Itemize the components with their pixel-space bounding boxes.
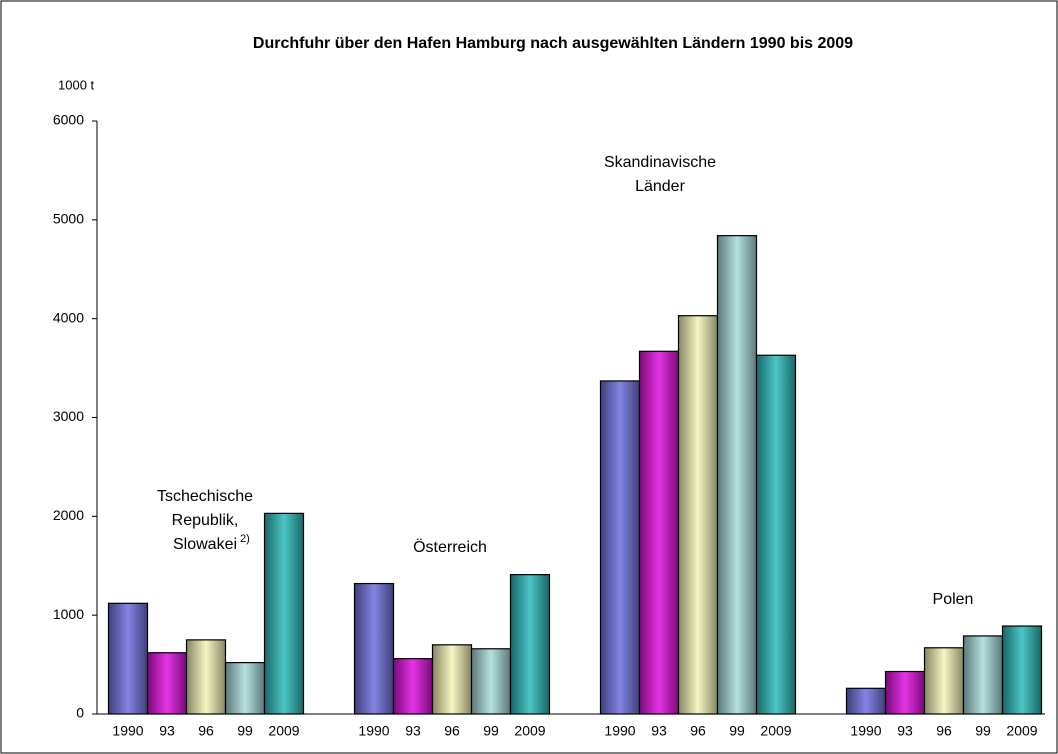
y-tick-label: 6000 <box>53 112 84 128</box>
group-label: Länder <box>635 178 685 195</box>
x-tick-label: 1990 <box>112 723 143 739</box>
bar <box>431 644 473 715</box>
bar <box>755 354 797 715</box>
bar <box>1001 625 1043 715</box>
bar <box>716 235 758 715</box>
bar <box>845 687 887 715</box>
bar <box>509 574 551 715</box>
x-tick-label: 93 <box>405 723 421 739</box>
x-tick-label: 2009 <box>268 723 299 739</box>
bar <box>263 512 305 715</box>
x-tick-label: 1990 <box>850 723 881 739</box>
y-tick-label: 0 <box>76 705 84 721</box>
x-tick-label: 96 <box>444 723 460 739</box>
group-label: Polen <box>933 591 974 608</box>
x-tick-label: 96 <box>936 723 952 739</box>
x-tick-label: 96 <box>198 723 214 739</box>
bar <box>599 380 641 715</box>
x-tick-label: 2009 <box>1006 723 1037 739</box>
bar <box>392 658 434 715</box>
bar <box>923 647 965 715</box>
bar <box>353 582 395 715</box>
x-tick-label: 93 <box>897 723 913 739</box>
x-tick-label: 99 <box>975 723 991 739</box>
x-tick-label: 2009 <box>514 723 545 739</box>
x-tick-label: 93 <box>651 723 667 739</box>
bar <box>146 652 188 715</box>
bar <box>185 639 227 715</box>
x-tick-label: 1990 <box>604 723 635 739</box>
footnote-mark: 2) <box>240 533 250 545</box>
x-tick-label: 2009 <box>760 723 791 739</box>
y-tick-label: 2000 <box>53 507 84 523</box>
x-tick-label: 1990 <box>358 723 389 739</box>
bar <box>677 315 719 715</box>
x-tick-label: 93 <box>159 723 175 739</box>
x-tick-label: 99 <box>237 723 253 739</box>
bar <box>884 670 926 715</box>
group-label: Österreich <box>413 538 487 556</box>
y-tick-label: 3000 <box>53 408 84 424</box>
bar <box>107 602 149 715</box>
group-label: Skandinavische <box>604 154 716 171</box>
y-tick-label: 1000 <box>53 606 84 622</box>
y-tick-label: 5000 <box>53 211 84 227</box>
x-tick-label: 99 <box>729 723 745 739</box>
bar <box>962 635 1004 715</box>
x-tick-label: 96 <box>690 723 706 739</box>
y-tick-label: 4000 <box>53 309 84 325</box>
group-label: Tschechische <box>157 488 253 505</box>
x-tick-label: 99 <box>483 723 499 739</box>
bar <box>224 662 266 715</box>
chart-title: Durchfuhr über den Hafen Hamburg nach au… <box>253 35 853 52</box>
bar <box>638 350 680 715</box>
bar <box>470 648 512 715</box>
group-label: Republik, <box>172 512 239 529</box>
group-label: Slowakei <box>173 536 237 553</box>
y-axis-label: 1000 t <box>58 77 95 92</box>
